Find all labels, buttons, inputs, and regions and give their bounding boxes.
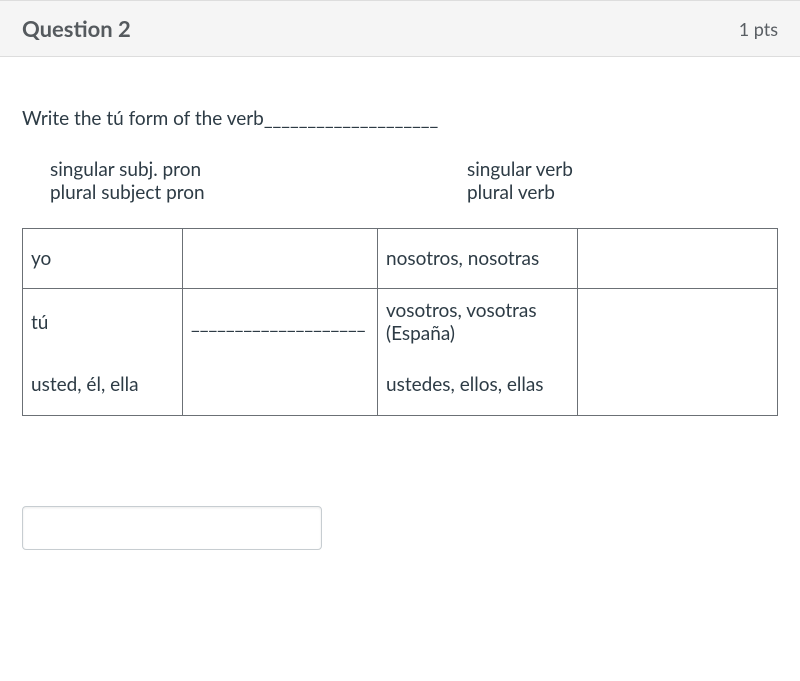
cell-pron: yo [23,229,183,289]
cell-verb [183,355,378,415]
cell-pron: tú [23,289,183,356]
cell-plural-verb [578,289,778,356]
question-header: Question 2 1 pts [0,0,800,57]
question-content: Write the tú form of the verb___________… [0,57,800,590]
header-left-line1: singular subj. pron [50,158,397,181]
cell-plural-pron: vosotros, vosotras (España) [378,289,578,356]
question-points: 1 pts [739,18,778,40]
header-right-line2: plural verb [467,181,573,204]
cell-plural-pron: nosotros, nosotras [378,229,578,289]
conjugation-table: yo nosotros, nosotras tú _______________… [22,228,778,416]
cell-plural-pron: ustedes, ellos, ellas [378,355,578,415]
cell-verb: ____________________ [183,289,378,356]
cell-pron: usted, él, ella [23,355,183,415]
table-row: tú ____________________ vosotros, vosotr… [23,289,778,356]
table-row: usted, él, ella ustedes, ellos, ellas [23,355,778,415]
table-row: yo nosotros, nosotras [23,229,778,289]
question-prompt: Write the tú form of the verb___________… [22,107,778,130]
header-left: singular subj. pron plural subject pron [22,158,397,204]
header-right-line1: singular verb [467,158,573,181]
question-title: Question 2 [22,15,131,42]
cell-verb [183,229,378,289]
answer-input[interactable] [22,506,322,550]
header-right: singular verb plural verb [397,158,573,204]
cell-plural-verb [578,229,778,289]
cell-plural-verb [578,355,778,415]
column-headers: singular subj. pron plural subject pron … [22,158,778,204]
header-left-line2: plural subject pron [50,181,397,204]
